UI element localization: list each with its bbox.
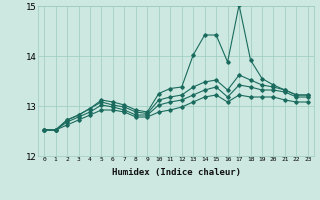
X-axis label: Humidex (Indice chaleur): Humidex (Indice chaleur) — [111, 168, 241, 177]
